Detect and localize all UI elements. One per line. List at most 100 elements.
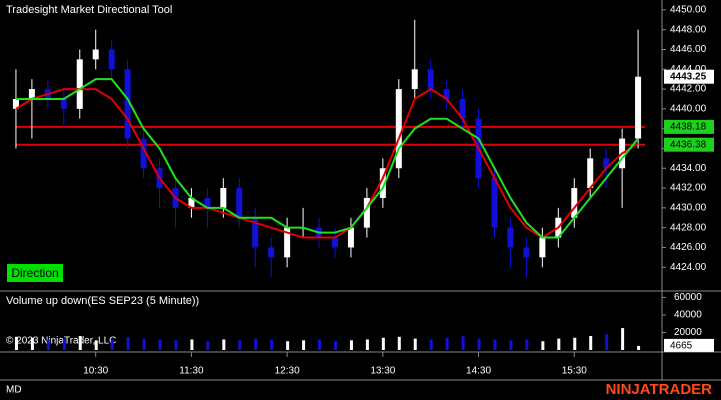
volume-bar [605,334,609,350]
volume-bar [477,338,481,350]
candle-body [459,98,466,119]
y-tick-label: 4434.00 [670,163,707,174]
volume-bar [318,339,322,350]
y-tick-label: 4444.00 [670,64,707,75]
volume-bar [589,335,593,350]
volume-bar [445,337,449,350]
candle-body [108,49,115,70]
candle-body [124,69,131,139]
volume-bar [397,336,401,350]
volume-bar [302,340,306,350]
candle-body [507,227,514,248]
volume-bar [493,339,497,350]
volume-bar [429,339,433,350]
x-tick-label: 10:30 [83,366,108,377]
direction-button[interactable] [7,264,63,282]
candle-body [363,197,370,228]
y-tick-label: 4450.00 [670,5,707,16]
volume-bar [190,339,194,350]
volume-bar [238,340,242,350]
volume-bar [573,337,577,350]
y-tick-label: 4428.00 [670,222,707,233]
candle-body [284,227,291,258]
candle-body [28,89,35,99]
volume-bar [637,345,641,350]
volume-bar [621,328,625,350]
level-box [664,119,714,134]
volume-bar [557,338,561,350]
candle-body [140,138,147,169]
candle-body [523,247,530,258]
footer-left: MD [6,385,22,396]
volume-bar [509,340,513,350]
chart-title: Tradesight Market Directional Tool [6,4,172,16]
y-tick-label: 4430.00 [670,202,707,213]
candle-body [603,158,610,169]
v-tick-label: 60000 [674,292,702,303]
candle-body [379,168,386,198]
candle-body [12,98,19,109]
volume-bar [333,341,337,350]
candle-body [491,178,498,228]
candle-body [443,89,450,99]
volume-bar [286,341,290,350]
volume-bar [46,339,50,350]
volume-bar [158,339,162,350]
volume-last-label: 4665 [670,341,693,352]
candle-body [571,188,578,218]
volume-bar [142,338,146,350]
volume-bar [62,338,66,350]
volume-bar [110,339,114,350]
volume-bar [541,341,545,350]
x-tick-label: 15:30 [562,366,587,377]
volume-bar [126,336,130,350]
candle-body [427,69,434,90]
candle-body [76,59,83,109]
candle-body [220,188,227,208]
volume-bar [14,336,18,350]
last-price-box [664,69,714,84]
direction-label[interactable]: Direction [11,266,58,280]
x-tick-label: 12:30 [275,366,300,377]
y-tick-label: 4440.00 [670,104,707,115]
volume-title: Volume up down(ES SEP23 (5 Minute)) [6,295,199,307]
volume-bar [461,335,465,350]
y-tick-label: 4426.00 [670,242,707,253]
candle-body [60,98,67,109]
y-tick-label: 4442.00 [670,84,707,95]
y-tick-label: 4446.00 [670,44,707,55]
level-label: 4436.38 [670,139,707,150]
volume-bar [349,340,353,350]
x-tick-label: 13:30 [370,366,395,377]
candle-body [347,227,354,248]
candle-body [635,76,642,139]
v-tick-label: 40000 [674,310,702,321]
indicator-line [15,87,639,239]
candle-body [236,188,243,218]
candle-body [539,237,546,258]
candle-body [92,49,99,60]
volume-last-box [664,338,714,352]
y-tick-label: 4424.00 [670,262,707,273]
volume-bar [254,338,258,350]
level-label: 4438.18 [670,122,707,133]
volume-bar [270,339,274,350]
volume-bar [30,337,34,350]
volume-bar [174,340,178,350]
candle-body [331,237,338,248]
candle-body [395,89,402,169]
last-price-label: 4443.25 [670,71,707,82]
candle-body [268,247,275,258]
candle-body [204,197,211,208]
volume-bar [78,335,82,350]
volume-bar [206,341,210,350]
candle-body [411,69,418,90]
volume-bar [94,340,98,350]
candle-body [252,217,259,248]
candle-body [587,158,594,189]
brand: NINJATRADER [606,381,713,398]
volume-bar [222,339,226,350]
candle-body [188,197,195,208]
